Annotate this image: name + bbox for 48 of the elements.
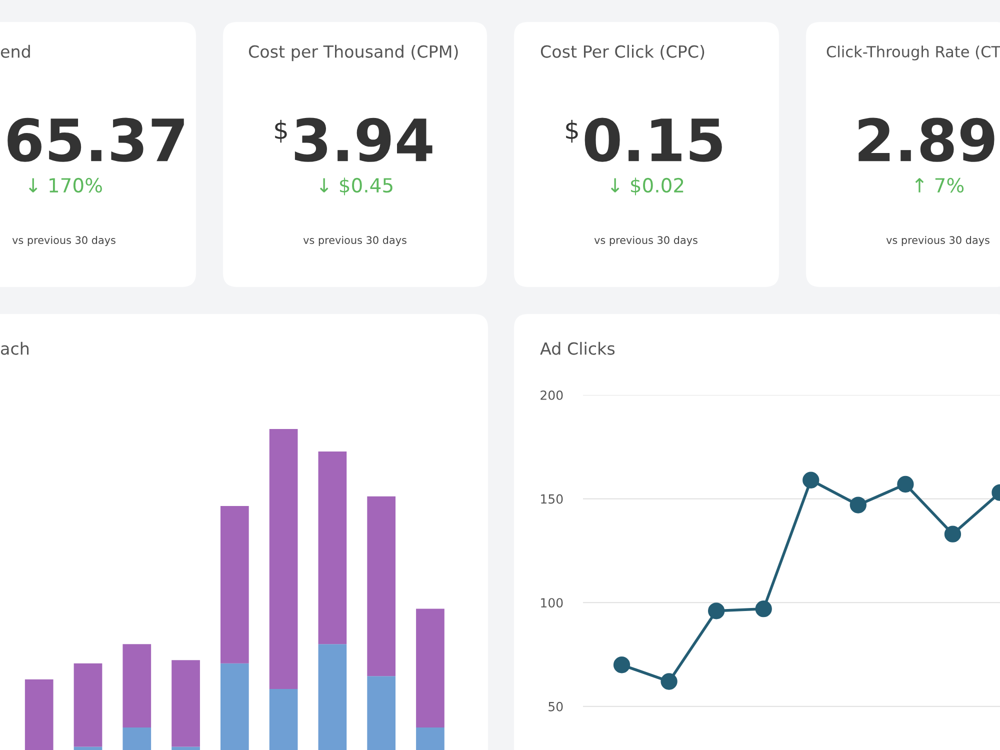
text: end bbox=[0, 44, 30, 58]
text: ↓ $0.45 bbox=[320, 178, 392, 196]
text: vs previous 30 days bbox=[303, 236, 406, 246]
bar bbox=[74, 746, 102, 750]
point bbox=[660, 673, 678, 690]
point bbox=[802, 472, 820, 488]
bar bbox=[220, 663, 249, 750]
text: ↑ 7% bbox=[915, 178, 964, 193]
text: 2.89 bbox=[858, 118, 994, 162]
bar bbox=[318, 644, 347, 750]
point bbox=[613, 656, 630, 674]
bar bbox=[269, 689, 298, 750]
bar bbox=[172, 746, 200, 750]
text: $ bbox=[275, 120, 287, 143]
point bbox=[708, 602, 725, 620]
text: Cost Per Click (CPC) bbox=[540, 44, 704, 60]
bar bbox=[172, 660, 200, 747]
text: vs previous 30 days bbox=[12, 236, 116, 246]
bar bbox=[367, 676, 396, 750]
y-tick-label: 200 bbox=[540, 390, 563, 400]
text: vs previous 30 days bbox=[886, 236, 990, 246]
bar bbox=[24, 679, 54, 750]
text: $ bbox=[566, 120, 578, 143]
bar bbox=[74, 663, 102, 747]
bar bbox=[269, 429, 298, 690]
bar bbox=[122, 728, 152, 750]
text: 3.94 bbox=[294, 118, 432, 162]
point bbox=[850, 496, 866, 514]
chart-title: Ad Clicks bbox=[540, 342, 615, 355]
text: vs previous 30 days bbox=[594, 236, 698, 246]
point bbox=[944, 526, 962, 542]
point bbox=[755, 600, 772, 618]
bar bbox=[318, 451, 347, 644]
bar bbox=[416, 728, 444, 750]
text: 65.37 bbox=[8, 118, 184, 162]
bar bbox=[416, 608, 444, 728]
text: ↓ 170% bbox=[28, 178, 102, 193]
text: 0.15 bbox=[584, 118, 722, 162]
y-tick-label: 50 bbox=[548, 702, 563, 712]
y-tick-label: 150 bbox=[541, 494, 563, 504]
bar bbox=[220, 506, 249, 664]
y-tick-label: 100 bbox=[541, 598, 563, 608]
text: Cost per Thousand (CPM) bbox=[248, 44, 458, 62]
bar bbox=[367, 496, 396, 676]
text: ↓ $0.02 bbox=[610, 178, 684, 196]
chart-title: ach bbox=[1, 342, 29, 355]
bar bbox=[122, 644, 152, 728]
point bbox=[897, 476, 914, 493]
